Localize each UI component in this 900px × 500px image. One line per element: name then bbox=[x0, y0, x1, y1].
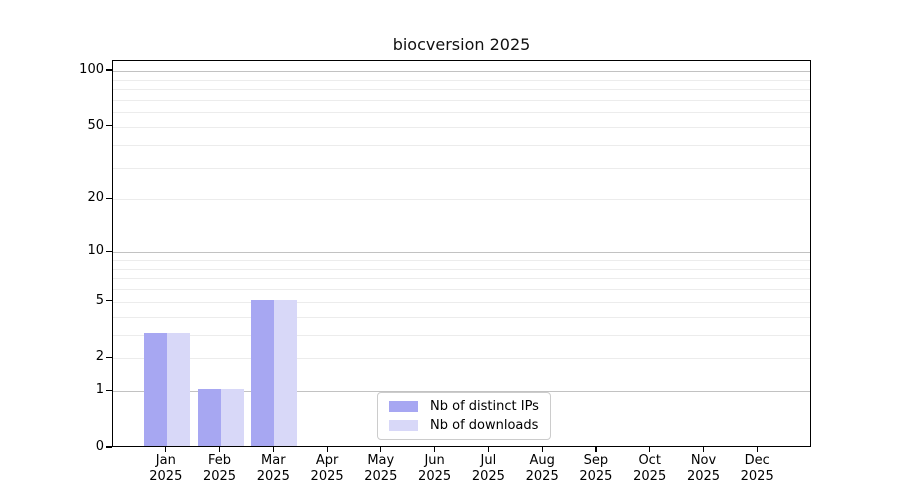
gridline bbox=[113, 278, 810, 280]
x-tick-year: 2025 bbox=[471, 469, 505, 484]
gridline bbox=[113, 289, 810, 290]
legend-swatch-distinct-ips bbox=[389, 401, 418, 412]
x-tick-month: May bbox=[367, 453, 395, 468]
y-tick-label: 2 bbox=[95, 349, 104, 365]
x-tick-year: 2025 bbox=[310, 469, 344, 484]
x-tick-month: Jun bbox=[424, 453, 445, 468]
legend-swatch-downloads bbox=[389, 420, 418, 431]
x-tick-mark bbox=[218, 447, 221, 452]
x-tick-year: 2025 bbox=[418, 469, 452, 484]
gridline bbox=[113, 71, 810, 72]
x-tick-mark bbox=[326, 447, 328, 452]
gridline bbox=[113, 316, 810, 318]
x-tick-month: Feb bbox=[207, 453, 232, 468]
x-tick-mark bbox=[702, 447, 705, 452]
x-tick-mark bbox=[380, 447, 382, 452]
gridline bbox=[113, 89, 810, 90]
bar bbox=[251, 299, 275, 446]
gridline bbox=[113, 259, 810, 261]
x-tick-mark bbox=[272, 447, 274, 452]
x-tick-mark bbox=[434, 447, 436, 452]
x-tick-month: Oct bbox=[638, 453, 661, 468]
gridline bbox=[113, 79, 810, 81]
x-tick-label: Jul 2025 bbox=[456, 453, 520, 485]
x-tick-year: 2025 bbox=[579, 469, 613, 484]
x-tick-year: 2025 bbox=[202, 469, 237, 484]
x-tick-label: Aug 2025 bbox=[510, 453, 574, 485]
gridline bbox=[113, 99, 810, 101]
x-tick-month: Mar bbox=[261, 453, 286, 468]
gridline bbox=[113, 391, 810, 393]
x-tick-label: Oct 2025 bbox=[618, 453, 682, 485]
x-tick-mark bbox=[756, 447, 758, 452]
y-tick-label: 0 bbox=[95, 439, 104, 454]
legend-label-downloads: Nb of downloads bbox=[430, 418, 539, 433]
x-tick-month: Jan bbox=[155, 453, 176, 468]
legend-label-distinct-ips: Nb of distinct IPs bbox=[430, 399, 539, 414]
legend-item-distinct-ips: Nb of distinct IPs bbox=[389, 399, 539, 414]
x-tick-label: Nov 2025 bbox=[672, 453, 736, 485]
y-tick-label: 100 bbox=[79, 62, 104, 77]
x-tick-month: Sep bbox=[583, 453, 609, 468]
x-tick-year: 2025 bbox=[149, 469, 183, 484]
gridline bbox=[113, 268, 810, 270]
x-tick-month: Jul bbox=[480, 453, 497, 468]
x-tick-month: Dec bbox=[744, 453, 770, 468]
x-tick-year: 2025 bbox=[364, 469, 398, 484]
y-tick-label: 20 bbox=[87, 190, 104, 206]
x-tick-mark bbox=[165, 447, 167, 452]
x-tick-year: 2025 bbox=[740, 469, 774, 484]
legend-item-downloads: Nb of downloads bbox=[389, 418, 539, 433]
x-tick-label: Apr 2025 bbox=[295, 453, 359, 485]
x-tick-year: 2025 bbox=[686, 469, 721, 484]
y-tick-label: 10 bbox=[87, 243, 104, 259]
gridline bbox=[113, 167, 810, 169]
gridline bbox=[113, 358, 810, 360]
x-tick-mark bbox=[487, 447, 490, 452]
y-tick-label: 50 bbox=[87, 117, 104, 133]
x-tick-month: Nov bbox=[690, 453, 717, 468]
gridline bbox=[113, 252, 810, 254]
gridline bbox=[113, 112, 810, 114]
y-tick-label: 1 bbox=[95, 382, 104, 398]
x-tick-label: Mar 2025 bbox=[241, 453, 305, 485]
x-tick-label: Feb 2025 bbox=[188, 453, 252, 485]
bar bbox=[220, 389, 244, 446]
gridline bbox=[113, 334, 810, 336]
gridline bbox=[113, 126, 810, 128]
x-tick-mark bbox=[595, 447, 597, 452]
legend: Nb of distinct IPs Nb of downloads bbox=[377, 392, 551, 440]
gridline bbox=[113, 301, 810, 303]
gridline bbox=[113, 199, 810, 201]
plot-area bbox=[112, 60, 811, 447]
bar bbox=[274, 299, 298, 446]
x-tick-month: Aug bbox=[529, 453, 555, 468]
x-tick-label: Jan 2025 bbox=[134, 453, 198, 485]
y-tick-label: 5 bbox=[95, 292, 104, 308]
x-tick-month: Apr bbox=[315, 453, 339, 468]
x-tick-label: Sep 2025 bbox=[564, 453, 628, 485]
chart-title: biocversion 2025 bbox=[392, 35, 531, 54]
x-tick-label: Dec 2025 bbox=[725, 453, 789, 485]
bar bbox=[143, 332, 167, 446]
x-tick-mark bbox=[541, 447, 543, 452]
gridline bbox=[113, 144, 810, 146]
x-tick-year: 2025 bbox=[256, 469, 290, 484]
x-tick-mark bbox=[649, 447, 651, 452]
x-tick-year: 2025 bbox=[633, 469, 667, 484]
x-tick-label: Jun 2025 bbox=[403, 453, 467, 485]
bar bbox=[197, 389, 221, 446]
bar bbox=[166, 332, 190, 446]
x-tick-year: 2025 bbox=[525, 469, 559, 484]
x-tick-label: May 2025 bbox=[349, 453, 413, 485]
